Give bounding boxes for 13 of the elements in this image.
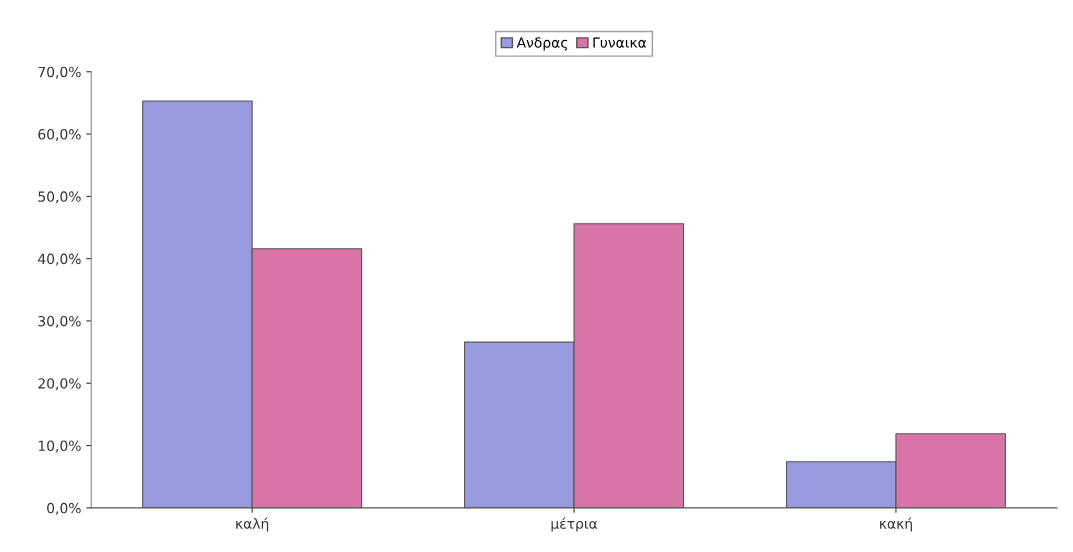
x-tick-label: κακή [880,517,912,532]
y-tick-label: 10,0% [38,440,81,453]
y-tick-label: 40,0% [38,253,81,266]
x-tick-label: μέτρια [551,517,598,532]
legend-label: Ανδρας [516,37,568,51]
y-tick-label: 20,0% [38,378,81,391]
legend-label: Γυναικα [593,37,647,48]
y-tick-label: 60,0% [38,129,81,141]
x-tick-label: καλή [236,517,269,532]
y-tick-label: 0,0% [47,502,81,515]
y-tick-label: 30,0% [38,315,81,328]
y-tick-label: 70,0% [38,66,81,79]
y-tick-label: 50,0% [38,191,81,204]
